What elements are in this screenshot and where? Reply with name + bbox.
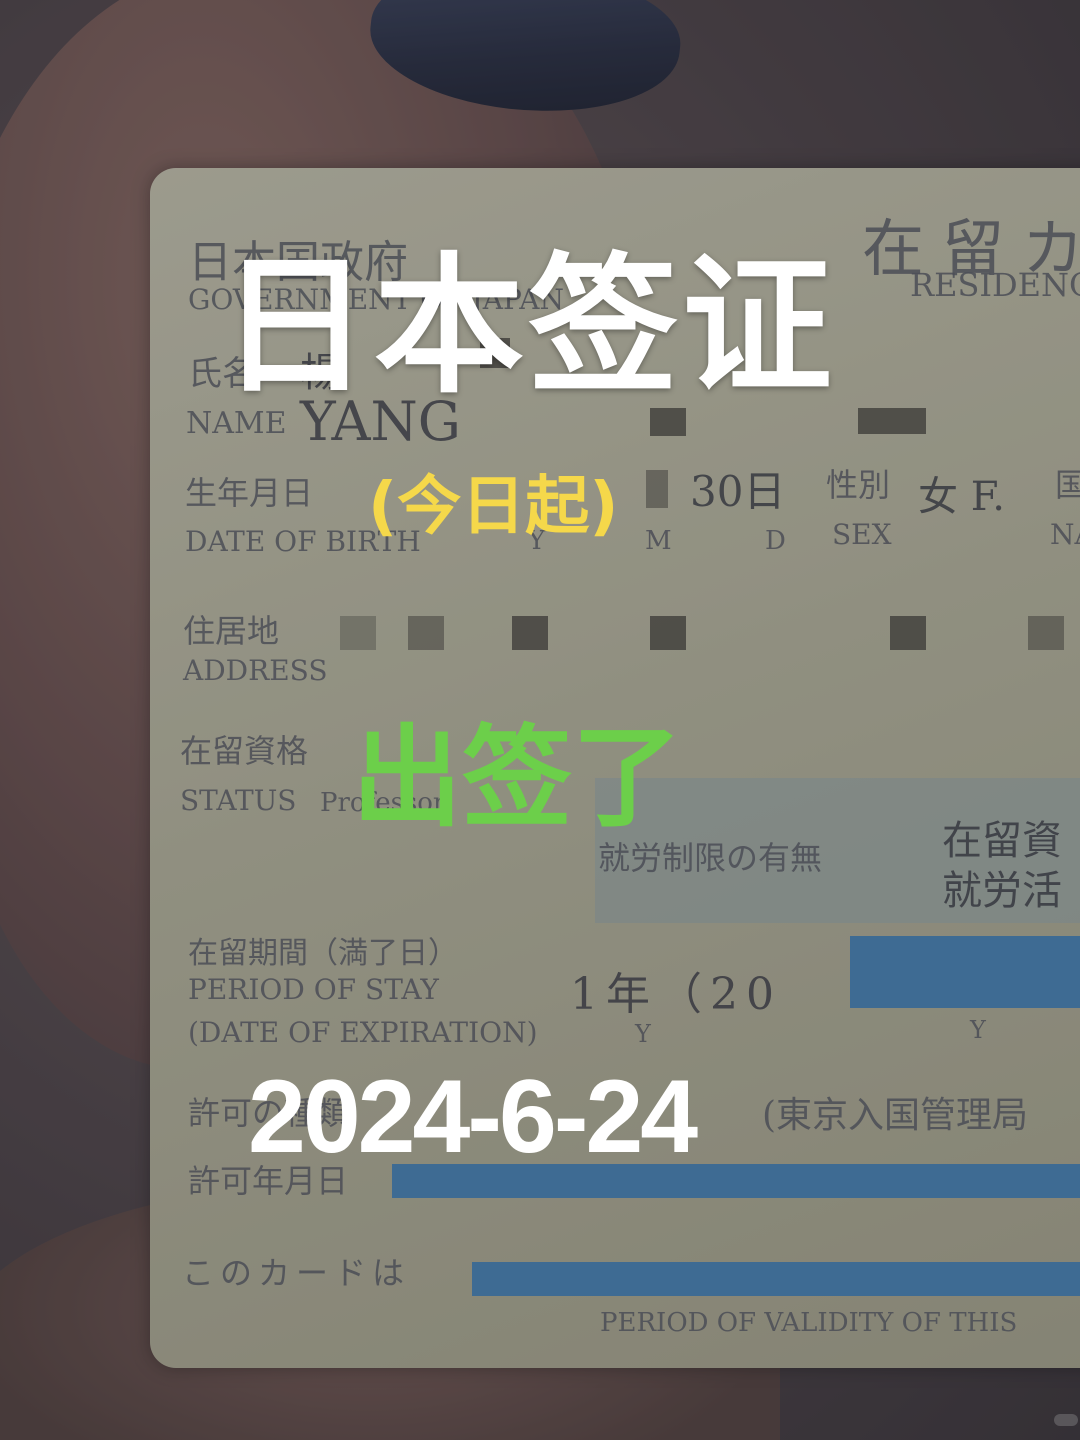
work-restriction-label: 就労制限の有無 <box>598 839 823 877</box>
overlay-issued: 出签了 <box>352 714 682 842</box>
permit-type-label: 許可の種類 <box>188 1094 349 1132</box>
pixelation <box>408 616 444 650</box>
watermark-logo <box>1054 1414 1078 1426</box>
dob-day: 30日 <box>690 467 786 516</box>
validity-label-jp: このカードは <box>182 1254 411 1292</box>
name-jp: 楊 <box>300 350 340 396</box>
pixelation <box>512 616 548 650</box>
pixelation <box>340 616 376 650</box>
overlay-date: 2024-6-24 <box>248 1059 698 1175</box>
nationality-label-en: NA <box>1050 518 1080 551</box>
permit-date-label: 許可年月日 <box>188 1162 349 1200</box>
dob-m: M <box>645 526 672 556</box>
redaction-bar <box>850 936 1080 1008</box>
pixelation <box>890 616 926 650</box>
name-en: YANG <box>300 390 461 453</box>
permit-office: (東京入国管理局 <box>762 1095 1029 1136</box>
pixelation <box>480 338 510 368</box>
redaction-bar <box>392 1164 1080 1198</box>
period-label-jp: 在留期間（満了日） <box>188 936 458 971</box>
card-title-jp: 在留カ <box>862 212 1080 285</box>
status-value: Professor <box>320 788 446 818</box>
dob-y: Y <box>528 526 546 556</box>
dob-d: D <box>765 526 786 556</box>
redaction-bar <box>472 1262 1080 1296</box>
period-label-en-1: PERIOD OF STAY <box>188 973 439 1006</box>
period-y2: Y <box>970 1016 986 1044</box>
pixelation <box>650 408 686 436</box>
sex-value: 女 F. <box>918 474 1005 520</box>
work-restriction-box <box>595 778 1080 923</box>
dob-label-jp: 生年月日 <box>185 474 314 512</box>
pixelation <box>646 470 668 508</box>
name-label-en: NAME <box>186 406 287 441</box>
card-title-en: RESIDENCE <box>910 266 1080 304</box>
pixelation <box>858 408 926 434</box>
address-label-en: ADDRESS <box>183 654 328 687</box>
work-restriction-value-2: 就労活 <box>942 868 1062 914</box>
sex-label-en: SEX <box>832 518 892 551</box>
validity-label-en: PERIOD OF VALIDITY OF THIS <box>600 1308 1018 1338</box>
period-value: 1年（20 <box>570 969 782 1020</box>
issuer-en: GOVERNMENT OF JAPAN <box>188 283 564 316</box>
pixelation <box>1028 616 1064 650</box>
period-y1: Y <box>635 1020 651 1048</box>
overlay-subtitle: (今日起) <box>368 470 619 544</box>
pixelation <box>650 616 686 650</box>
status-label-jp: 在留資格 <box>180 732 309 770</box>
sex-label-jp: 性別 <box>826 466 891 504</box>
nationality-label-jp: 国 <box>1055 466 1080 504</box>
dob-label-en: DATE OF BIRTH <box>185 525 421 558</box>
period-label-en-2: (DATE OF EXPIRATION) <box>188 1016 538 1049</box>
status-label-en: STATUS <box>180 784 297 817</box>
name-label-jp: 氏名 <box>188 354 256 394</box>
issuer-jp: 日本国政府 <box>188 237 408 288</box>
overlay-title: 日本签证 <box>220 240 837 414</box>
address-label-jp: 住居地 <box>183 612 280 650</box>
work-restriction-value-1: 在留資 <box>942 818 1062 864</box>
